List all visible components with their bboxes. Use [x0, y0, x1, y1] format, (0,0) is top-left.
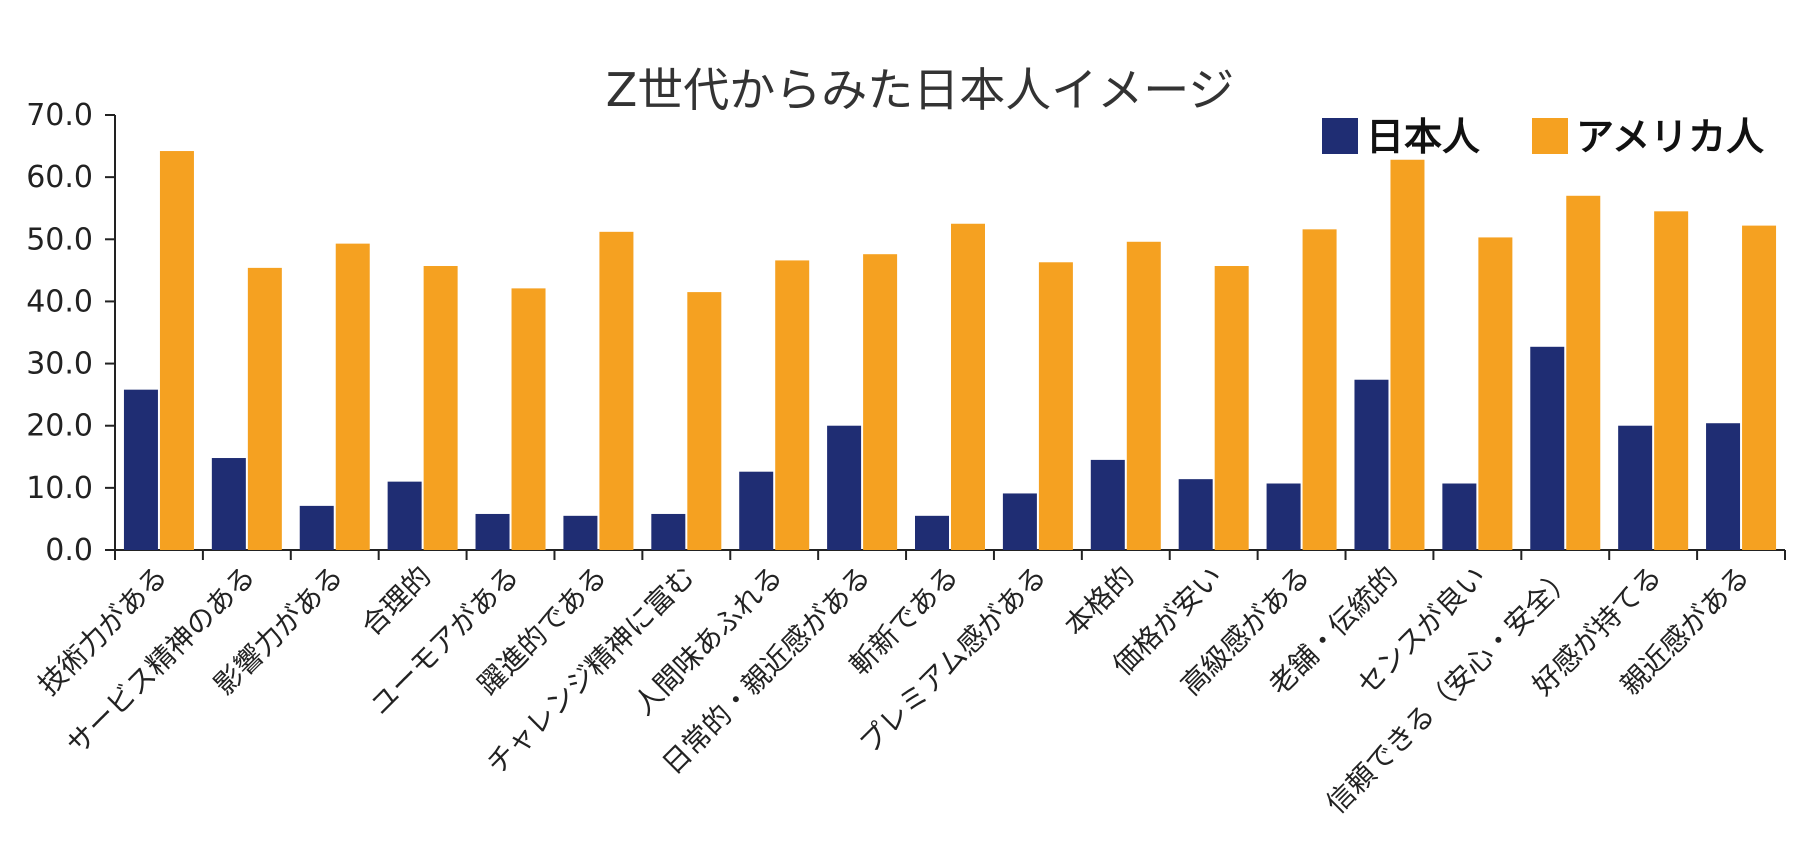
legend-swatch: [1322, 118, 1358, 154]
bar-american: [951, 223, 985, 550]
category-label: 本格的: [1058, 560, 1141, 643]
bar-american: [775, 260, 810, 550]
bar-japanese: [1442, 483, 1477, 550]
bar-japanese: [651, 513, 686, 550]
y-axis: 0.0 10.0 20.0 30.0 40.0 50.0 60.0 70.0: [26, 98, 116, 568]
bar-american: [335, 243, 370, 550]
bar-japanese: [387, 481, 422, 550]
y-tick-label: 10.0: [26, 471, 93, 506]
bar-american: [247, 267, 282, 550]
category-label: ユーモアがある: [364, 560, 526, 722]
bar-american: [1126, 241, 1161, 550]
bar-japanese: [563, 515, 598, 550]
bar-american: [1302, 229, 1337, 551]
bar-japanese: [1090, 459, 1125, 550]
bar-japanese: [1178, 479, 1213, 550]
bar-japanese: [915, 515, 949, 550]
bar-american: [687, 292, 722, 550]
bar-japanese: [1530, 346, 1565, 550]
y-tick-label: 30.0: [26, 347, 93, 382]
bar-american: [1390, 159, 1425, 550]
bar-japanese: [1354, 379, 1389, 550]
category-label: 人間味あふれる: [627, 560, 789, 722]
bar-japanese: [827, 425, 862, 550]
bar-american: [1742, 225, 1777, 550]
bar-japanese: [475, 513, 510, 550]
bar-american: [863, 254, 898, 550]
y-tick-label: 20.0: [26, 409, 93, 444]
legend: 日本人 アメリカ人: [1322, 115, 1764, 159]
bar-japanese: [1706, 423, 1741, 550]
y-tick-label: 60.0: [26, 160, 93, 195]
y-tick-label: 70.0: [26, 98, 93, 133]
bar-japanese: [739, 471, 774, 550]
legend-label: アメリカ人: [1576, 115, 1764, 159]
bar-japanese: [1618, 425, 1653, 550]
bar-american: [1566, 195, 1601, 551]
y-tick-label: 40.0: [26, 284, 93, 319]
bar-japanese: [211, 458, 246, 550]
y-tick-label: 0.0: [45, 533, 93, 568]
bar-american: [511, 288, 546, 550]
bar-american: [423, 266, 458, 550]
bar-japanese: [299, 505, 334, 550]
bar-japanese: [1266, 483, 1301, 550]
bar-american: [599, 231, 634, 551]
bar-japanese: [123, 389, 158, 550]
bar-american: [159, 151, 194, 551]
legend-label: 日本人: [1366, 115, 1480, 159]
bar-japanese: [1002, 493, 1037, 550]
legend-swatch: [1532, 118, 1568, 154]
bar-american: [1478, 237, 1513, 550]
y-tick-label: 50.0: [26, 222, 93, 257]
bar-american: [1038, 262, 1073, 550]
bar-american: [1214, 266, 1249, 550]
bars-group: [123, 151, 1777, 551]
bar-american: [1654, 211, 1689, 551]
category-label: 合理的: [355, 560, 438, 643]
chart-title: Z世代からみた日本人イメージ: [606, 63, 1235, 117]
x-axis: [114, 549, 1786, 560]
